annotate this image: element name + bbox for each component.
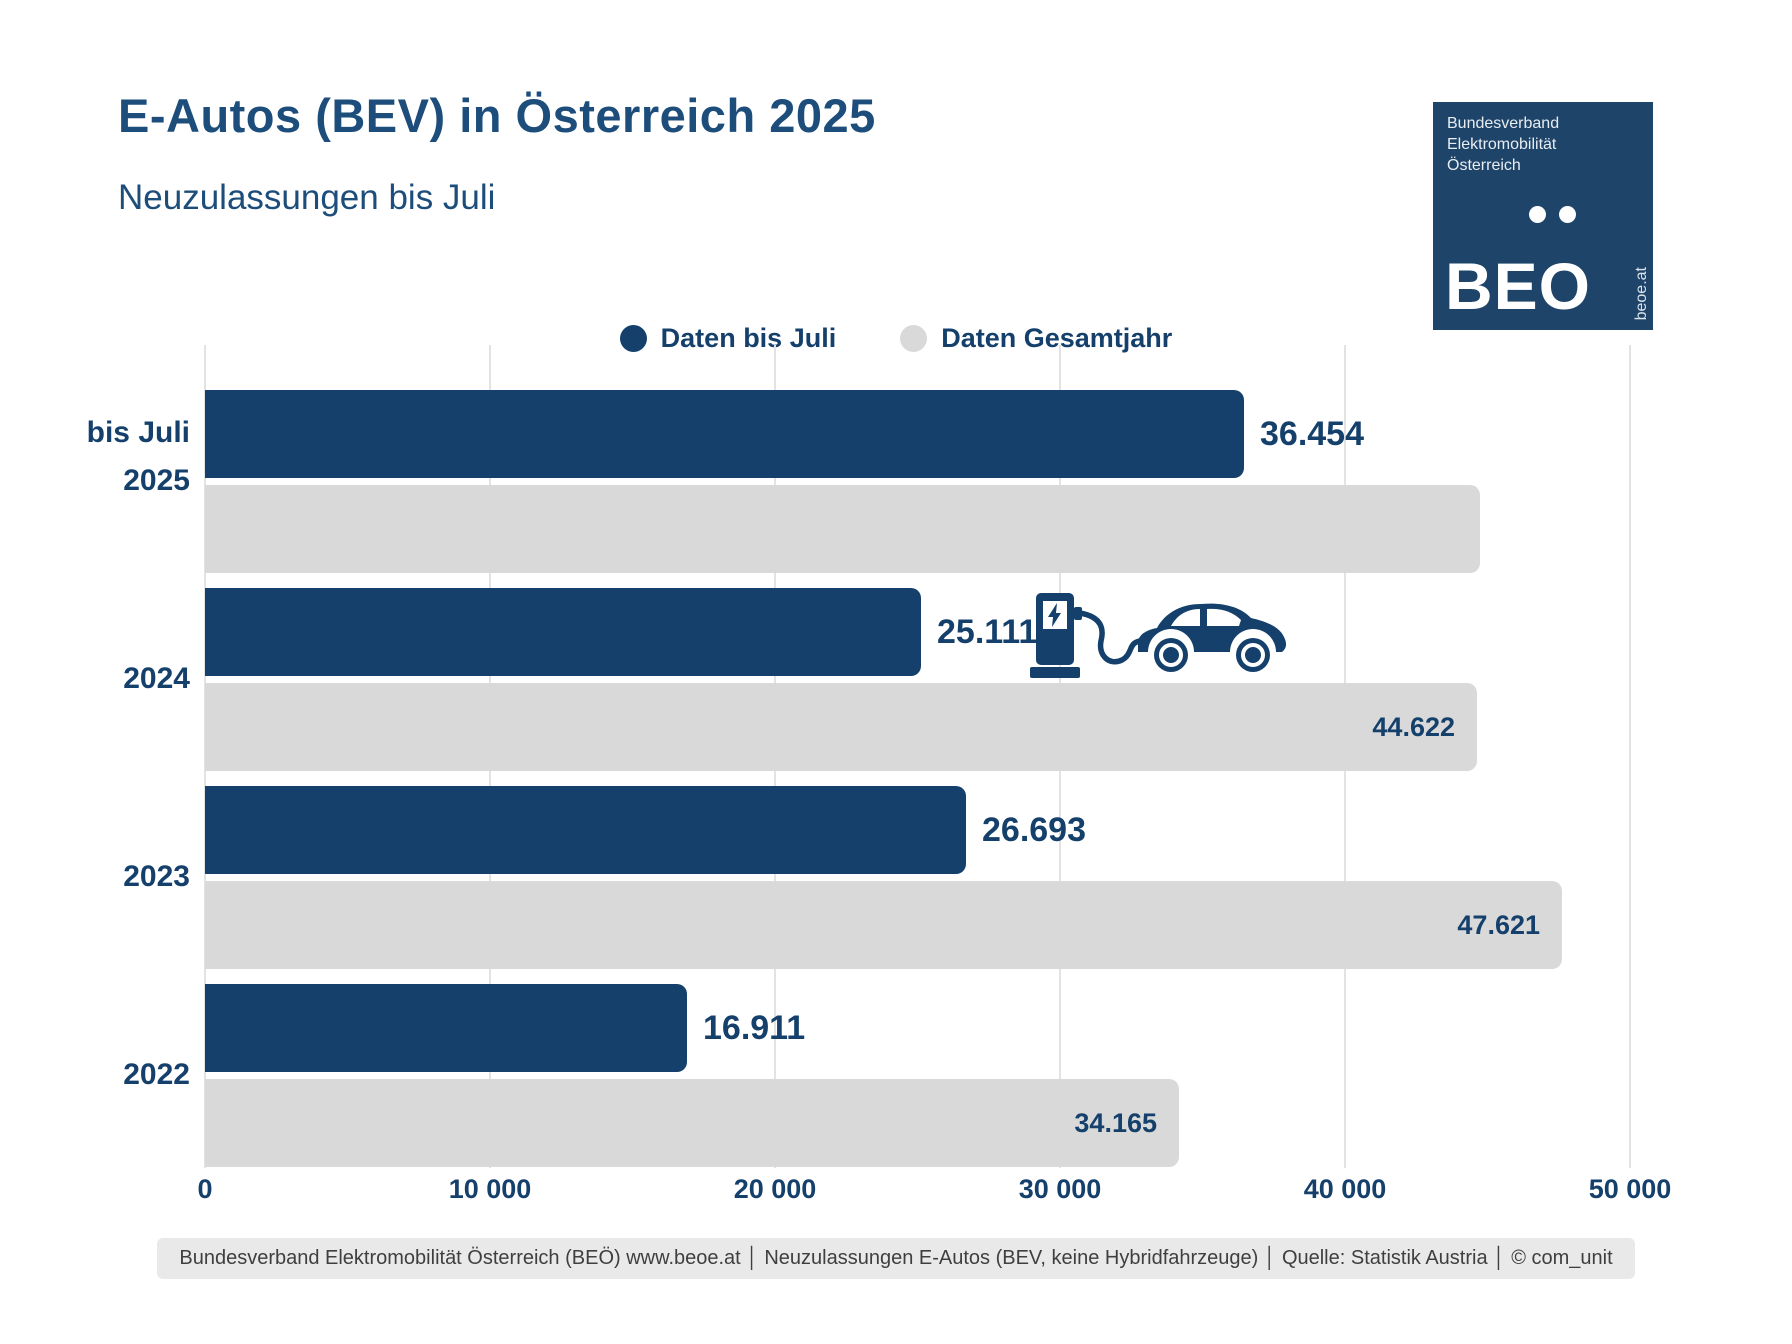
chart-legend: Daten bis Juli Daten Gesamtjahr [0,318,1792,358]
gridline-50000 [1629,345,1631,1168]
y-axis-label-2023: 2023 [123,860,190,893]
bar-2022-bis-juli [205,984,687,1072]
logo-website: beoe.at [1633,266,1650,320]
charging-cable [1077,610,1143,665]
lightning-bolt-icon [1048,603,1061,627]
value-label-2022-bis-juli: 16.911 [703,1009,806,1047]
y-axis-label-2025: 2025 [123,464,190,497]
legend-item-bis-juli: Daten bis Juli [619,322,837,354]
car-rear-wheel-rim [1241,643,1265,667]
legend-item-gesamtjahr: Daten Gesamtjahr [900,323,1172,354]
car-side-window [1207,608,1241,626]
value-label-2025-bis-juli: 36.454 [1260,415,1364,453]
y-axis-label-2024: 2024 [123,662,190,695]
logo-org-line-2: Elektromobilität [1447,135,1557,153]
value-label-2023-bis-juli: 26.693 [982,811,1086,849]
legend-label: Daten Gesamtjahr [941,322,1173,353]
bar-2023-bis-juli [205,786,966,874]
charging-station-base [1030,667,1080,678]
logo-umlaut-dot-right [1559,206,1576,223]
y-axis-label-bis-juli: bis Juli [86,416,190,449]
value-label-2024-gesamtjahr: 44.622 [1372,712,1455,742]
bar-2025-gesamtjahr [205,485,1480,573]
x-tick-label: 30 000 [1018,1174,1102,1204]
value-label-2024-bis-juli: 25.111 [937,613,1038,651]
bar-2022-gesamtjahr [205,1079,1179,1167]
car-body [1138,603,1287,652]
y-axis-label-2022: 2022 [123,1058,190,1091]
x-tick-label: 0 [197,1174,213,1204]
bar-2024-bis-juli [205,588,921,676]
page-subtitle: Neuzulassungen bis Juli [118,178,496,217]
car-front-wheel-rim [1159,643,1183,667]
x-tick-label: 20 000 [733,1174,817,1204]
car-front-wheel [1154,638,1188,672]
x-tick-label: 50 000 [1588,1174,1672,1204]
car-rear-wheel [1236,638,1270,672]
x-tick-label: 40 000 [1303,1174,1387,1204]
value-label-2023-gesamtjahr: 47.621 [1457,910,1540,940]
logo-umlaut-dot-left [1529,206,1546,223]
legend-label: Daten bis Juli [660,322,837,353]
page-title: E-Autos (BEV) in Österreich 2025 [118,89,876,142]
footer: Bundesverband Elektromobilität Österreic… [0,1238,1792,1279]
logo-org-line-3: Österreich [1447,156,1521,174]
car-windshield [1171,609,1200,626]
logo-org-name: Bundesverband Elektromobilität Österreic… [1447,114,1559,176]
bar-chart-plot: 36.454 25.111 44.622 26.693 47.621 16.911 34.1… [204,345,1631,1168]
bar-2025-bis-juli [205,390,1244,478]
legend-swatch-gray-circle [900,324,928,352]
legend-swatch-dark-circle [619,324,647,352]
x-tick-label: 10 000 [448,1174,532,1204]
bar-2023-gesamtjahr [205,881,1562,969]
source-note: Bundesverband Elektromobilität Österreic… [157,1238,1635,1279]
beo-logo: Bundesverband Elektromobilität Österreic… [1433,102,1653,330]
ev-charging-car-icon [1030,593,1287,678]
logo-acronym: BEO [1445,249,1592,323]
bar-2024-gesamtjahr [205,683,1477,771]
logo-org-line-1: Bundesverband [1447,115,1560,132]
value-label-2022-gesamtjahr: 34.165 [1074,1108,1157,1138]
